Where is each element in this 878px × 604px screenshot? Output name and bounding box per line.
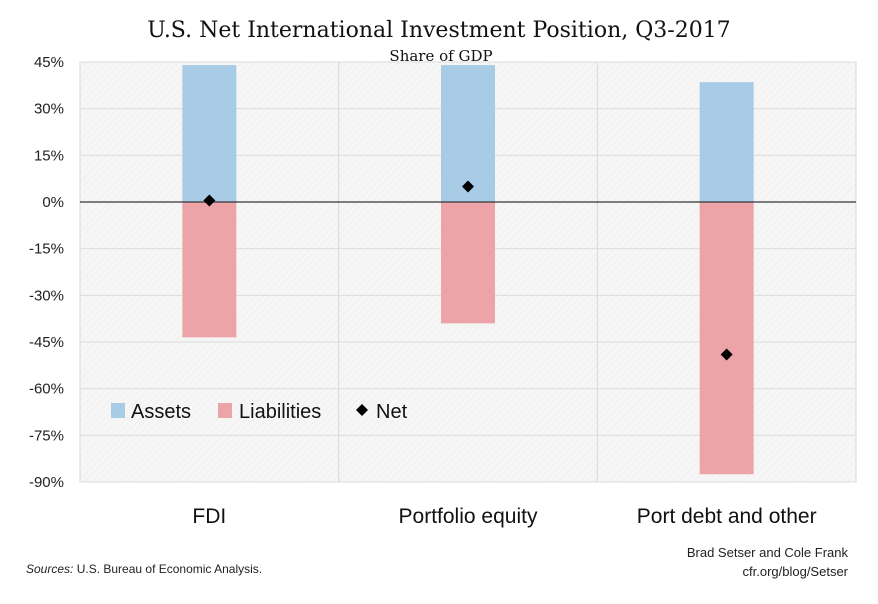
legend-assets-label: Assets <box>131 401 191 423</box>
y-tick-label: 45% <box>34 54 64 71</box>
source-text: U.S. Bureau of Economic Analysis. <box>73 562 262 576</box>
credit-line-1: Brad Setser and Cole Frank <box>687 545 849 560</box>
y-tick-label: 15% <box>34 147 64 164</box>
chart-title: U.S. Net International Investment Positi… <box>147 18 730 43</box>
credit-line-2: cfr.org/blog/Setser <box>743 564 849 579</box>
bar-layer <box>182 65 754 475</box>
legend-assets-swatch <box>111 403 125 418</box>
y-tick-label: 0% <box>42 194 64 211</box>
legend-net-diamond-icon <box>356 404 368 416</box>
bar-liabilities-3 <box>699 202 754 475</box>
marker-net-1 <box>203 194 216 207</box>
x-category-label: Port debt and other <box>637 505 817 528</box>
source-label: Sources: <box>26 562 73 576</box>
category-labels: FDI Portfolio equity Port debt and other <box>192 505 816 528</box>
y-tick-label: 30% <box>34 101 64 118</box>
x-category-label: Portfolio equity <box>399 505 538 528</box>
chart-subtitle: Share of GDP <box>389 47 492 65</box>
source-note: Sources: U.S. Bureau of Economic Analysi… <box>26 562 262 576</box>
x-category-label: FDI <box>192 505 226 528</box>
bar-assets-3 <box>699 82 754 202</box>
bar-assets-2 <box>441 65 495 202</box>
bar-liabilities-2 <box>441 202 495 324</box>
legend-liabilities-swatch <box>218 403 232 418</box>
marker-net-2 <box>462 180 474 193</box>
y-tick-label: -15% <box>29 241 64 258</box>
y-tick-label: -90% <box>29 474 64 491</box>
legend-liabilities-label: Liabilities <box>239 401 321 423</box>
legend-net-label: Net <box>376 401 408 423</box>
bar-liabilities-1 <box>182 202 237 338</box>
bar-assets-1 <box>182 65 237 202</box>
legend: Assets Liabilities Net <box>111 401 408 423</box>
y-tick-label: -60% <box>29 381 64 398</box>
tick-layer: 45% 30% 15% 0% -15% -30% -45% -60% -75% -90% <box>29 54 64 491</box>
y-tick-label: -45% <box>29 334 64 351</box>
y-tick-label: -30% <box>29 287 64 304</box>
y-tick-label: -75% <box>29 427 64 444</box>
marker-layer <box>203 180 733 361</box>
marker-net-3 <box>720 348 733 361</box>
